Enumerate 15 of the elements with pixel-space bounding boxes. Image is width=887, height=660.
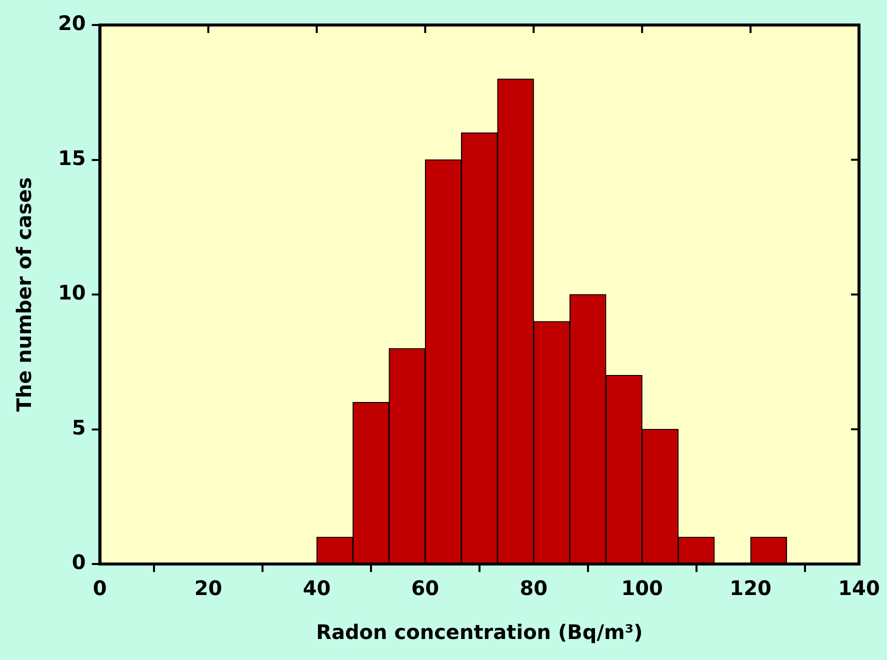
- x-tick-label: 20: [194, 576, 222, 600]
- y-tick-label: 15: [58, 146, 86, 170]
- y-tick-label: 20: [58, 11, 86, 36]
- y-tick-label: 5: [72, 415, 86, 440]
- x-tick-label: 80: [520, 576, 548, 600]
- y-tick-label: 10: [58, 280, 86, 305]
- x-tick-label: 140: [838, 576, 880, 600]
- y-tick-label: 0: [72, 550, 86, 574]
- x-tick-label: 120: [730, 576, 772, 600]
- x-tick-label: 40: [302, 576, 331, 600]
- y-axis-title: The number of cases: [12, 177, 36, 412]
- x-tick-label: 100: [621, 576, 663, 600]
- x-axis-title: Radon concentration (Bq/m³): [316, 620, 643, 644]
- x-tick-label: 60: [411, 576, 440, 600]
- x-tick-label: 0: [92, 576, 107, 600]
